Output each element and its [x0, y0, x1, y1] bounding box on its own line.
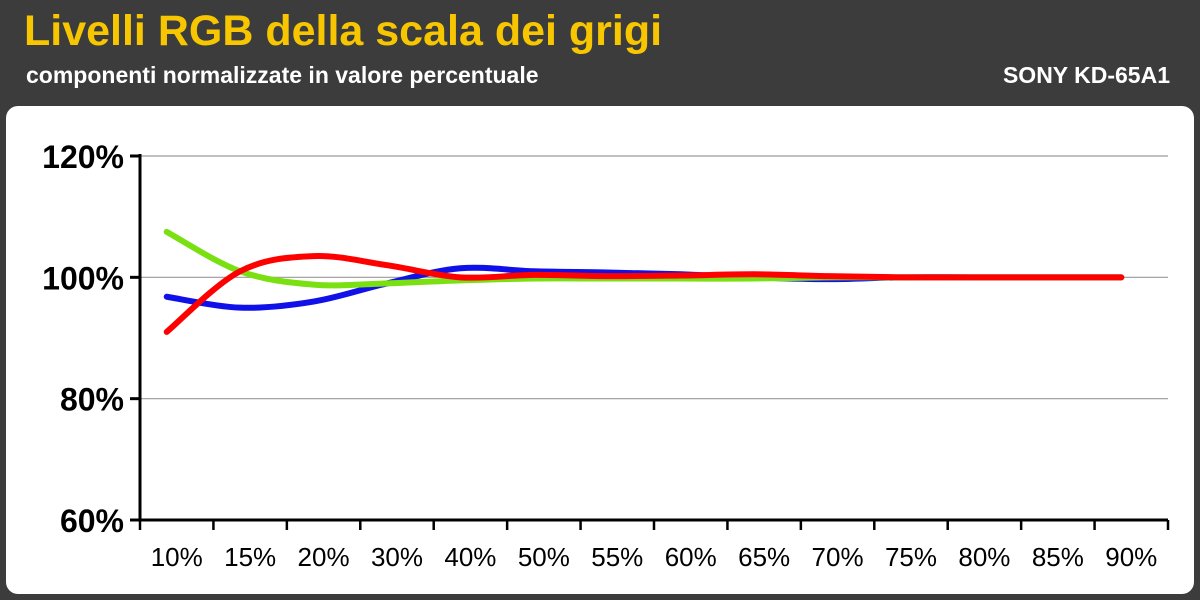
y-tick-label: 120%	[42, 139, 124, 175]
x-tick-label: 20%	[298, 542, 350, 572]
x-tick-label: 15%	[224, 542, 276, 572]
x-tick-label: 50%	[518, 542, 570, 572]
chart-panel: 60% 80% 100% 120% 10% 15% 20% 30% 40% 50% 55% 60% 6…	[6, 106, 1194, 594]
y-tick-label: 100%	[42, 260, 124, 296]
x-tick-label: 30%	[371, 542, 423, 572]
chart-header: Livelli RGB della scala dei grigi compon…	[0, 0, 1200, 104]
tv-model-label: SONY KD-65A1	[1002, 62, 1170, 88]
y-tick-label: 60%	[60, 503, 124, 539]
x-tick-label: 55%	[591, 542, 643, 572]
x-tick-label: 80%	[958, 542, 1010, 572]
chart-subtitle: componenti normalizzate in valore percen…	[26, 62, 539, 88]
red-series-line	[163, 253, 1125, 335]
x-tick-label: 40%	[444, 542, 496, 572]
x-tick-label: 70%	[812, 542, 864, 572]
rgb-levels-chart: 60%80%100%120% 10% 15% 20% 30% 40% 50% 55% 60% 6…	[42, 139, 1170, 572]
x-tick-labels: 10% 15% 20% 30% 40% 50% 55% 60% 65% 70% 75% 80% 85% 9…	[151, 542, 1158, 572]
y-tick-label: 80%	[60, 382, 124, 418]
y-tick-labels: 60% 80% 100% 120%	[42, 139, 124, 539]
x-tick-label: 85%	[1032, 542, 1084, 572]
x-tick-label: 90%	[1105, 542, 1157, 572]
x-tick-label: 10%	[151, 542, 203, 572]
x-tick-label: 60%	[665, 542, 717, 572]
x-tick-label: 65%	[738, 542, 790, 572]
x-tick-label: 75%	[885, 542, 937, 572]
chart-title: Livelli RGB della scala dei grigi	[24, 7, 663, 55]
axes	[130, 154, 1170, 530]
data-series	[163, 228, 1125, 335]
